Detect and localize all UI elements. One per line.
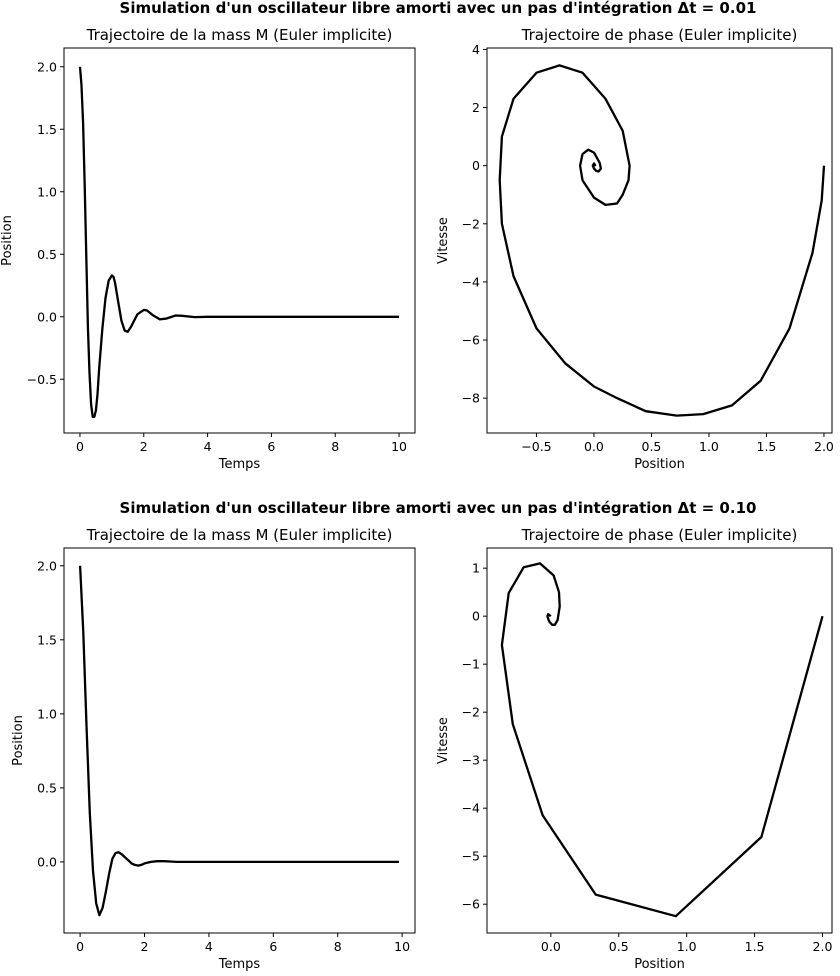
x-tick-label: 0.0 — [541, 939, 561, 954]
y-axis-label: Vitesse — [436, 717, 451, 764]
y-tick-label: 1.0 — [37, 706, 57, 721]
y-axis-label: Position — [0, 215, 15, 266]
x-tick-label: 8 — [334, 939, 342, 954]
y-tick-label: 0.0 — [37, 309, 57, 324]
y-tick-label: 1.0 — [37, 184, 57, 199]
y-tick-label: −2 — [462, 705, 480, 720]
x-tick-label: 10 — [394, 939, 410, 954]
y-tick-label: −6 — [462, 333, 480, 348]
y-axis-label: Position — [11, 715, 26, 766]
axes-frame — [486, 47, 833, 434]
axes-frame — [486, 547, 833, 934]
x-tick-label: −0.5 — [521, 439, 551, 454]
y-tick-label: −5 — [462, 849, 480, 864]
y-tick-label: 2 — [472, 100, 480, 115]
x-tick-label: 1.5 — [757, 439, 777, 454]
series-line — [498, 64, 826, 417]
axes-frame — [63, 47, 416, 434]
x-tick-label: 2.0 — [813, 939, 833, 954]
y-tick-label: 1.5 — [37, 122, 57, 137]
x-tick-label: 0.5 — [609, 939, 629, 954]
y-tick-label: 0.0 — [37, 854, 57, 869]
x-tick-label: 2 — [140, 439, 148, 454]
y-axis-label: Vitesse — [436, 217, 451, 264]
x-axis-label: Temps — [218, 457, 261, 472]
y-tick-label: 0 — [472, 609, 480, 624]
x-tick-label: 0 — [76, 939, 84, 954]
chart-position-dt010: 0 2 4 6 8 10 0.0 0.5 1.0 1.5 2.0 Trajectoire de la … — [11, 526, 416, 972]
axes-frame — [63, 547, 416, 934]
y-tick-label: −4 — [462, 801, 480, 816]
series-line — [78, 565, 399, 917]
x-axis-label: Position — [634, 957, 685, 972]
y-tick-label: −3 — [462, 753, 480, 768]
x-tick-label: 10 — [391, 439, 407, 454]
suptitle-bottom: Simulation d'un oscillateur libre amorti… — [120, 499, 757, 517]
y-tick-label: 4 — [472, 42, 480, 57]
y-tick-label: −8 — [462, 391, 480, 406]
x-axis-label: Temps — [218, 957, 261, 972]
x-tick-label: 0.0 — [584, 439, 604, 454]
suptitle-top: Simulation d'un oscillateur libre amorti… — [120, 0, 757, 17]
x-tick-label: 2.0 — [814, 439, 834, 454]
series-line — [500, 562, 824, 918]
x-tick-label: 4 — [205, 939, 213, 954]
x-tick-label: 0.5 — [642, 439, 662, 454]
y-tick-label: 0.5 — [37, 780, 57, 795]
y-tick-label: 0 — [472, 158, 480, 173]
chart-phase-dt001: −0.5 0.0 0.5 1.0 1.5 2.0 −8 −6 −4 −2 0 2 4 Trajectoir… — [436, 26, 834, 472]
x-tick-label: 4 — [204, 439, 212, 454]
series-line — [78, 66, 399, 418]
y-tick-label: 1.5 — [37, 632, 57, 647]
panel-title: Trajectoire de phase (Euler implicite) — [521, 526, 798, 544]
y-tick-label: 2.0 — [37, 59, 57, 74]
y-tick-label: 2.0 — [37, 558, 57, 573]
x-tick-label: 6 — [269, 939, 277, 954]
x-tick-label: 1.0 — [699, 439, 719, 454]
x-tick-label: 2 — [141, 939, 149, 954]
x-tick-label: 8 — [331, 439, 339, 454]
x-axis-label: Position — [634, 457, 685, 472]
panel-title: Trajectoire de la mass M (Euler implicit… — [86, 26, 393, 44]
x-tick-label: 1.5 — [745, 939, 765, 954]
panel-title: Trajectoire de la mass M (Euler implicit… — [86, 526, 393, 544]
x-tick-label: 1.0 — [677, 939, 697, 954]
x-tick-label: 0 — [76, 439, 84, 454]
y-tick-label: −2 — [462, 216, 480, 231]
y-tick-label: −4 — [462, 274, 480, 289]
y-tick-label: 1 — [472, 561, 480, 576]
y-tick-label: −0.5 — [27, 372, 57, 387]
chart-phase-dt010: 0.0 0.5 1.0 1.5 2.0 −6 −5 −4 −3 −2 −1 0 1 Trajectoire… — [436, 526, 833, 972]
x-tick-label: 6 — [267, 439, 275, 454]
chart-position-dt001: 0 2 4 6 8 10 −0.5 0.0 0.5 1.0 1.5 2.0 Trajectoire de… — [0, 26, 416, 472]
y-tick-label: 0.5 — [37, 247, 57, 262]
y-tick-label: −6 — [462, 897, 480, 912]
panel-title: Trajectoire de phase (Euler implicite) — [521, 26, 798, 44]
y-tick-label: −1 — [462, 657, 480, 672]
